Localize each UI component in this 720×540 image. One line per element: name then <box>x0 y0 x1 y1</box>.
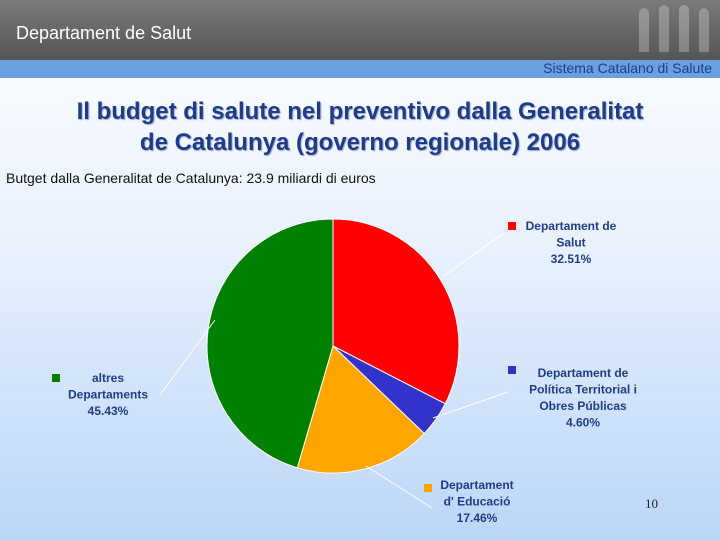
slice-name-line: Departament de <box>526 219 617 233</box>
leader-line-0 <box>443 231 506 277</box>
slice-value-label: 17.46% <box>457 511 498 525</box>
pie-slice-2 <box>296 345 425 474</box>
slice-label-1: Departament de Política Territorial i Obre… <box>529 366 637 430</box>
slice-name-line: Obres Públicas <box>539 399 627 413</box>
slice-value-label: 45.43% <box>88 404 129 418</box>
legend-swatch-1 <box>508 366 516 374</box>
slice-value-label: 32.51% <box>551 252 592 266</box>
slice-name-line: Departaments <box>68 388 148 402</box>
header-bar: Departament de Salut <box>0 0 720 60</box>
page-number: 10 <box>645 496 658 511</box>
leader-line-2 <box>365 465 433 509</box>
legend-swatch-0 <box>508 222 516 230</box>
system-bar: Sistema Catalano di Salute <box>0 60 720 78</box>
slice-label-0: Departament de Salut 32.51% <box>526 219 617 266</box>
slice-name-line: Departament de <box>538 366 629 380</box>
department-name: Departament de Salut <box>16 23 192 43</box>
pie-slice-3 <box>206 218 334 469</box>
title-line-1: Il budget di salute nel preventivo dalla… <box>76 98 644 125</box>
slice-name-line: Salut <box>556 236 585 250</box>
slice-value-label: 4.60% <box>566 416 600 430</box>
leader-line-1 <box>432 391 509 419</box>
system-name: Sistema Catalano di Salute <box>543 60 712 76</box>
pie-slice-0 <box>332 218 460 405</box>
slice-label-3: altres Departaments 45.43% <box>68 371 148 418</box>
slice-label-2: Departament d' Educació 17.46% <box>440 478 513 525</box>
slide-title: Il budget di salute nel preventivo dalla… <box>0 96 720 158</box>
leader-line-3 <box>159 319 216 396</box>
generalitat-logo-icon <box>639 5 709 52</box>
slice-name-line: Departament <box>440 478 513 492</box>
slide-subtitle: Butget dalla Generalitat de Catalunya: 2… <box>6 170 376 186</box>
slice-name-line: d' Educació <box>444 495 511 509</box>
title-line-2: de Catalunya (governo regionale) 2006 <box>139 129 581 156</box>
legend-swatch-3 <box>52 374 60 382</box>
legend-swatch-2 <box>424 484 432 492</box>
slice-name-line: Política Territorial i <box>529 383 637 397</box>
slice-name-line: altres <box>92 371 124 385</box>
